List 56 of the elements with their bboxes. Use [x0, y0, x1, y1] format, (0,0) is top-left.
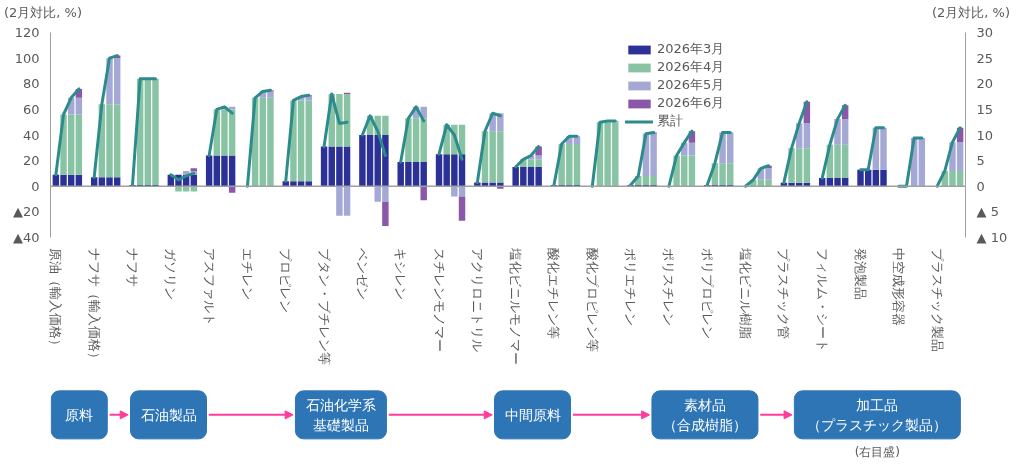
y2-tick-label: 15 [976, 101, 994, 117]
x-tick-label: 塩化ビニル樹脂 [738, 247, 754, 340]
x-tick-label: プラスチック管 [776, 248, 792, 340]
y2-tick-label: 10 [976, 127, 994, 143]
text: 中間原料 [504, 406, 561, 423]
x-tick-label: 酸化プロピレン等 [584, 248, 600, 353]
x-tick-label: 発泡製品 [853, 248, 869, 301]
y2-tick-label: ▲ 5 [976, 204, 999, 220]
x-tick-label: 中空成形容器 [891, 248, 907, 327]
legend-label: 2026年6月 [657, 94, 725, 112]
x-tick-label: 原油（輸入価格） [48, 248, 64, 353]
x-tick-label: ポリエチレン [623, 248, 639, 327]
y2-tick-label: 30 [976, 25, 994, 40]
x-tick-label: アスファルト [201, 248, 217, 327]
x-tick-label: プロピレン [278, 248, 294, 314]
y2-axis-title: (2月対比, %) [931, 4, 1010, 22]
x-tick-label: ベンゼン [354, 248, 370, 301]
y-tick-label: 120 [14, 25, 40, 40]
y2-tick-label: 0 [976, 178, 985, 194]
y-tick-label: 100 [14, 50, 40, 66]
y-tick-label: 0 [31, 178, 40, 194]
x-tick-label: ブタン・ブチレン等 [316, 248, 332, 366]
legend-label: 累計 [657, 112, 683, 130]
legend-label: 2026年4月 [657, 58, 725, 76]
x-tick-label: 酸化エチレン等 [546, 248, 562, 340]
x-tick-label: エチレン [239, 248, 255, 301]
x-tick-label: ガソリン [163, 248, 179, 301]
x-tick-label: ポリスチレン [661, 248, 677, 327]
y2-tick-label: 5 [976, 153, 985, 169]
x-tick-label: フィルム・シート [814, 248, 830, 353]
text: 石油製品 [140, 406, 197, 423]
x-tick-label: キシレン [393, 248, 409, 301]
y2-tick-label: 25 [976, 50, 994, 66]
x-tick-label: 塩化ビニルモノマー [508, 247, 524, 366]
y-axis-title: (2月対比, %) [4, 4, 83, 22]
y2-tick-label: ▲ 10 [976, 230, 1008, 245]
text: 加工品（プラスチック製品） [807, 396, 948, 433]
y-tick-label: ▲40 [12, 230, 40, 245]
legend-label: 2026年3月 [657, 40, 725, 58]
y2-tick-label: 20 [976, 76, 994, 92]
legend-label: 2026年5月 [657, 76, 725, 94]
x-tick-label: ナフサ [125, 248, 140, 288]
x-tick-label: アクリロニトリル [469, 248, 485, 353]
x-tick-label: プラスチック製品 [929, 248, 945, 353]
y-tick-label: ▲20 [12, 204, 40, 220]
y-tick-label: 60 [22, 101, 40, 117]
x-tick-label: ポリプロピレン [699, 248, 715, 340]
x-tick-label: ナフサ（輸入価格） [86, 248, 102, 366]
y-tick-label: 20 [22, 153, 40, 169]
text: 石油化学系基礎製品 [305, 396, 376, 433]
x-tick-label: スチレンモノマー [431, 248, 447, 353]
text: 原料 [65, 406, 94, 423]
text: 素材品（合成樹脂） [662, 396, 747, 433]
text: (右目盛) [854, 445, 901, 460]
y-tick-label: 80 [22, 76, 40, 92]
y-tick-label: 40 [22, 127, 40, 143]
